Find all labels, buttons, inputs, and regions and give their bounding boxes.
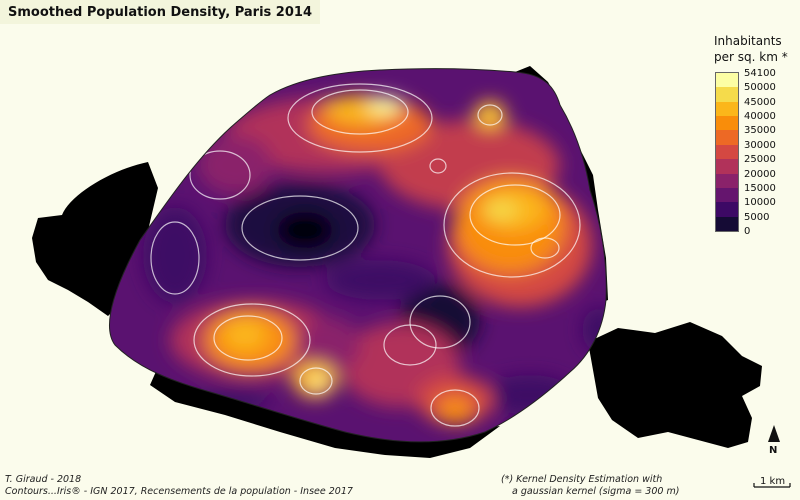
legend-label: 20000 <box>744 168 776 180</box>
author-credit: T. Giraud - 2018 <box>5 474 82 485</box>
legend-label: 35000 <box>744 125 776 137</box>
legend-swatch <box>716 159 738 174</box>
north-arrow-icon <box>768 425 780 442</box>
legend-label: 50000 <box>744 82 776 94</box>
north-label: N <box>769 445 778 456</box>
legend-swatch <box>716 101 738 117</box>
legend-label: 30000 <box>744 139 776 151</box>
sources-credit: Contours...Iris® - IGN 2017, Recensement… <box>5 486 353 497</box>
legend-label: 54100 <box>744 68 776 79</box>
method-note-line1: (*) Kernel Density Estimation with <box>501 474 663 485</box>
bois-de-vincennes <box>588 322 762 448</box>
legend-label: 25000 <box>744 154 776 166</box>
scale-bar <box>753 483 791 488</box>
legend-label: 15000 <box>744 182 776 194</box>
scale-bar-label: 1 km <box>760 476 786 487</box>
legend-swatch <box>716 187 738 203</box>
map-title: Smoothed Population Density, Paris 2014 <box>0 0 320 24</box>
legend-label: 45000 <box>744 96 776 108</box>
legend-swatch <box>716 73 738 88</box>
paris-outline <box>109 68 607 443</box>
legend-title-line2: per sq. km * <box>714 50 788 64</box>
legend-swatch <box>716 116 738 131</box>
contour-lines <box>150 83 581 427</box>
legend-swatch <box>716 87 738 102</box>
legend-color-scale <box>715 72 739 232</box>
legend-title-line1: Inhabitants <box>714 34 782 48</box>
legend-label: 40000 <box>744 111 776 123</box>
legend-swatch <box>716 216 738 231</box>
legend-label: 5000 <box>744 211 770 223</box>
method-note-line2: a gaussian kernel (sigma = 300 m) <box>512 486 680 497</box>
legend-title: Inhabitants per sq. km * <box>714 33 796 65</box>
density-surface <box>109 68 607 442</box>
legend-swatch <box>716 130 738 145</box>
legend-swatch <box>716 144 738 160</box>
legend-label: 10000 <box>744 197 776 209</box>
legend-label: 0 <box>744 226 751 237</box>
legend-swatch <box>716 173 738 188</box>
legend-swatch <box>716 202 738 217</box>
